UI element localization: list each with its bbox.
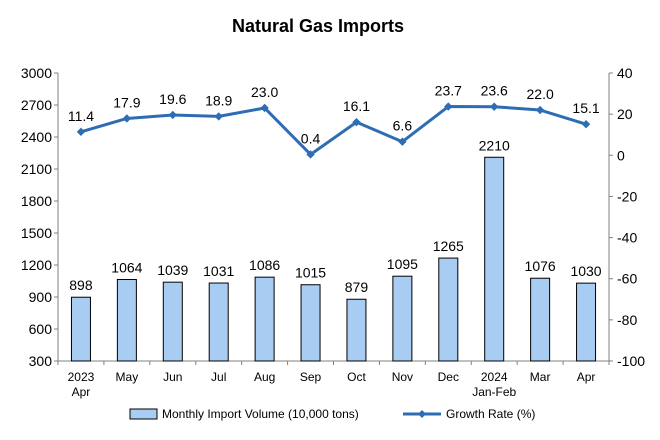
bar-value-label: 1031 [203, 263, 234, 279]
bar [116, 279, 137, 362]
x-category-label: Aug [254, 370, 275, 384]
right-tick-label: 0 [617, 147, 625, 163]
bar [392, 275, 413, 362]
left-tick-label: 300 [29, 353, 53, 369]
bar [208, 282, 229, 362]
line-value-label: 15.1 [572, 100, 599, 116]
line-data-labels: 11.4 17.9 19.6 18.9 23.0 0.4 16.1 6.6 23.7 23.6 22… [68, 83, 600, 147]
growth-line [80, 105, 587, 156]
bar-value-label: 898 [69, 277, 93, 293]
line-point-marker [535, 105, 545, 115]
x-category-label: Nov [392, 370, 413, 384]
bar [346, 298, 367, 362]
legend-line-label: Growth Rate (%) [446, 407, 535, 421]
legend-bar-label: Monthly Import Volume (10,000 tons) [162, 407, 359, 421]
bar [162, 281, 183, 362]
line-point-marker [306, 150, 315, 159]
line-point-marker [214, 112, 223, 121]
left-tick-label: 600 [29, 321, 53, 337]
chart-title: Natural Gas Imports [232, 16, 404, 36]
legend-line-marker [418, 410, 426, 418]
left-tick-label: 2700 [21, 97, 52, 113]
line-value-label: 23.7 [435, 83, 462, 99]
bar [576, 282, 597, 362]
x-category-label: Dec [438, 370, 459, 384]
bar [438, 257, 459, 362]
right-tick-label: -40 [617, 230, 637, 246]
left-tick-label: 3000 [21, 65, 52, 81]
line-value-label: 22.0 [527, 86, 554, 102]
line-point-marker [444, 102, 453, 111]
line-point-marker [398, 137, 407, 146]
right-tick-label: -60 [617, 271, 637, 287]
bar-value-label: 1030 [570, 263, 601, 279]
legend-bar-swatch [129, 408, 158, 420]
bar-value-label: 1039 [157, 262, 188, 278]
bar [530, 277, 551, 362]
bar-series [70, 156, 597, 362]
x-category-label: Mar [530, 370, 551, 384]
line-value-label: 23.6 [481, 83, 508, 99]
legend: Monthly Import Volume (10,000 tons) Growt… [129, 407, 535, 421]
line-value-label: 6.6 [393, 118, 413, 134]
x-category-label: Apr [72, 385, 91, 399]
bar [300, 284, 321, 362]
bar-value-label: 1064 [111, 260, 142, 276]
right-tick-label: 20 [617, 106, 633, 122]
axes: 300 600 900 1200 1500 1800 2100 2400 2700 3000 -10… [21, 65, 645, 369]
line-value-label: 17.9 [113, 94, 140, 110]
right-tick-label: 40 [617, 65, 633, 81]
x-category-label: Apr [577, 370, 596, 384]
line-value-label: 18.9 [205, 92, 232, 108]
bar [70, 296, 91, 362]
left-tick-label: 1200 [21, 257, 52, 273]
line-point-marker [122, 114, 132, 123]
left-tick-label: 2400 [21, 129, 52, 145]
x-category-label: Oct [347, 370, 366, 384]
line-point-marker [168, 110, 177, 120]
right-tick-label: -80 [617, 312, 637, 328]
bar-value-label: 1086 [249, 257, 280, 273]
line-point-marker [490, 102, 499, 111]
bar-value-label: 2210 [479, 137, 510, 153]
x-category-label: 2024 [481, 370, 508, 384]
line-series [76, 102, 591, 159]
x-category-label: Sep [300, 370, 322, 384]
bar [254, 276, 275, 362]
bar [484, 156, 505, 362]
line-value-label: 16.1 [343, 98, 370, 114]
line-value-label: 19.6 [159, 91, 186, 107]
right-tick-label: -20 [617, 188, 637, 204]
x-category-label: Jan-Feb [472, 385, 516, 399]
line-point-marker [76, 127, 86, 137]
x-category-label: Jul [211, 370, 226, 384]
bar-value-label: 1015 [295, 265, 326, 281]
bar-value-label: 1265 [433, 238, 464, 254]
x-category-label: Jun [163, 370, 182, 384]
bar-data-labels: 898 1064 1039 1031 1086 1015 879 1095 1265 2210 10… [69, 137, 602, 295]
line-point-marker [352, 117, 361, 127]
left-tick-label: 900 [29, 289, 53, 305]
line-point-marker [581, 120, 591, 129]
line-point-marker [260, 103, 269, 113]
bar-value-label: 1076 [525, 258, 556, 274]
x-category-label: 2023 [68, 370, 95, 384]
x-category-label: May [116, 370, 139, 384]
bar-value-label: 1095 [387, 256, 418, 272]
line-value-label: 0.4 [301, 130, 321, 146]
left-tick-label: 1500 [21, 225, 52, 241]
line-value-label: 23.0 [251, 84, 278, 100]
left-tick-label: 2100 [21, 161, 52, 177]
left-tick-label: 1800 [21, 193, 52, 209]
right-tick-label: -100 [617, 353, 645, 369]
bar-value-label: 879 [345, 279, 369, 295]
line-value-label: 11.4 [68, 108, 94, 124]
